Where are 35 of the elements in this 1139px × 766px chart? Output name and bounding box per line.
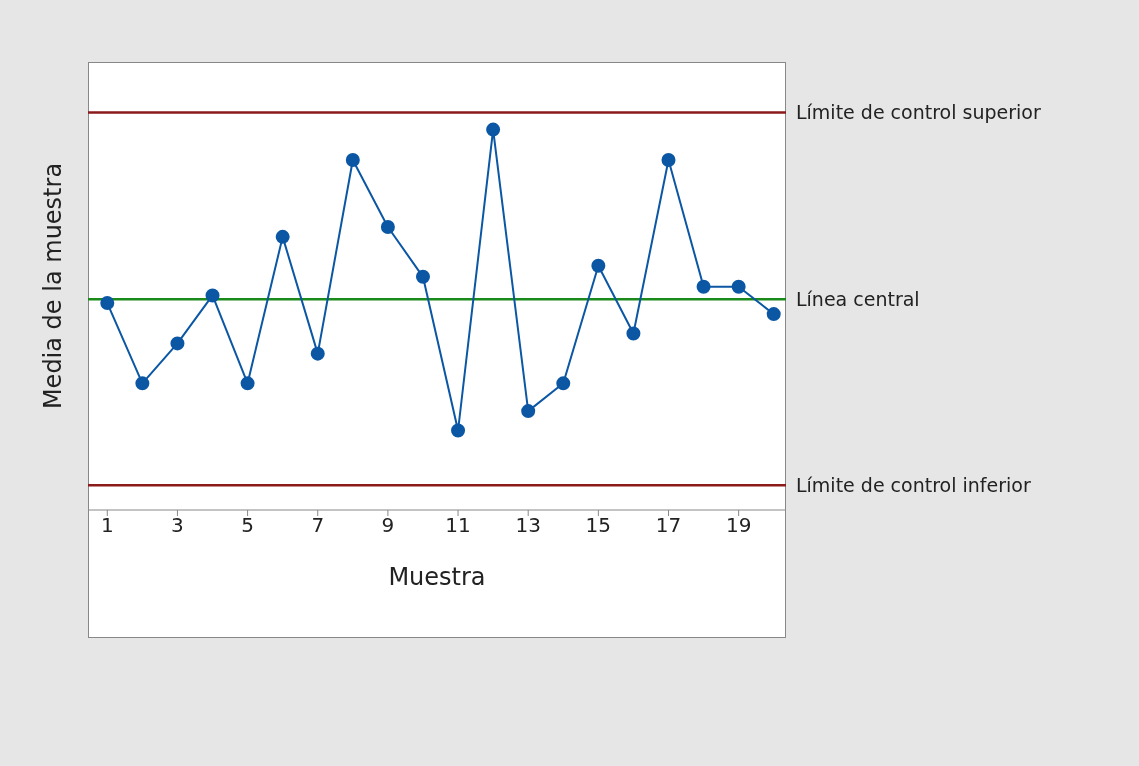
point <box>696 279 711 294</box>
point <box>205 288 220 303</box>
point <box>766 307 781 322</box>
point <box>486 122 501 137</box>
x-tick-label: 7 <box>311 513 325 538</box>
point <box>310 346 325 361</box>
ref-line-label: Límite de control inferior <box>796 474 1031 497</box>
point <box>275 229 290 244</box>
point <box>626 326 641 341</box>
point <box>100 296 115 311</box>
x-tick-label: 13 <box>515 513 541 538</box>
point <box>556 376 571 391</box>
point <box>591 258 606 273</box>
point <box>240 376 255 391</box>
x-tick-label: 9 <box>381 513 395 538</box>
point <box>380 219 395 234</box>
ref-line-label: Límite de control superior <box>796 101 1041 124</box>
x-tick-label: 15 <box>585 513 612 538</box>
point <box>415 269 430 284</box>
x-tick-label: 19 <box>725 513 752 538</box>
point <box>170 336 185 351</box>
x-tick-label: 3 <box>171 513 184 538</box>
x-tick-label: 11 <box>445 513 471 538</box>
y-axis-title: Media de la muestra <box>38 162 67 410</box>
x-axis-title: Muestra <box>388 563 486 592</box>
x-tick-label: 5 <box>241 513 254 538</box>
x-tick-label: 1 <box>100 513 114 538</box>
point <box>521 404 536 419</box>
point <box>451 423 466 438</box>
x-tick-label: 17 <box>655 513 682 538</box>
point <box>661 153 676 168</box>
point <box>345 153 360 168</box>
point <box>731 279 746 294</box>
ref-line-label: Línea central <box>796 288 920 310</box>
point <box>135 376 150 391</box>
